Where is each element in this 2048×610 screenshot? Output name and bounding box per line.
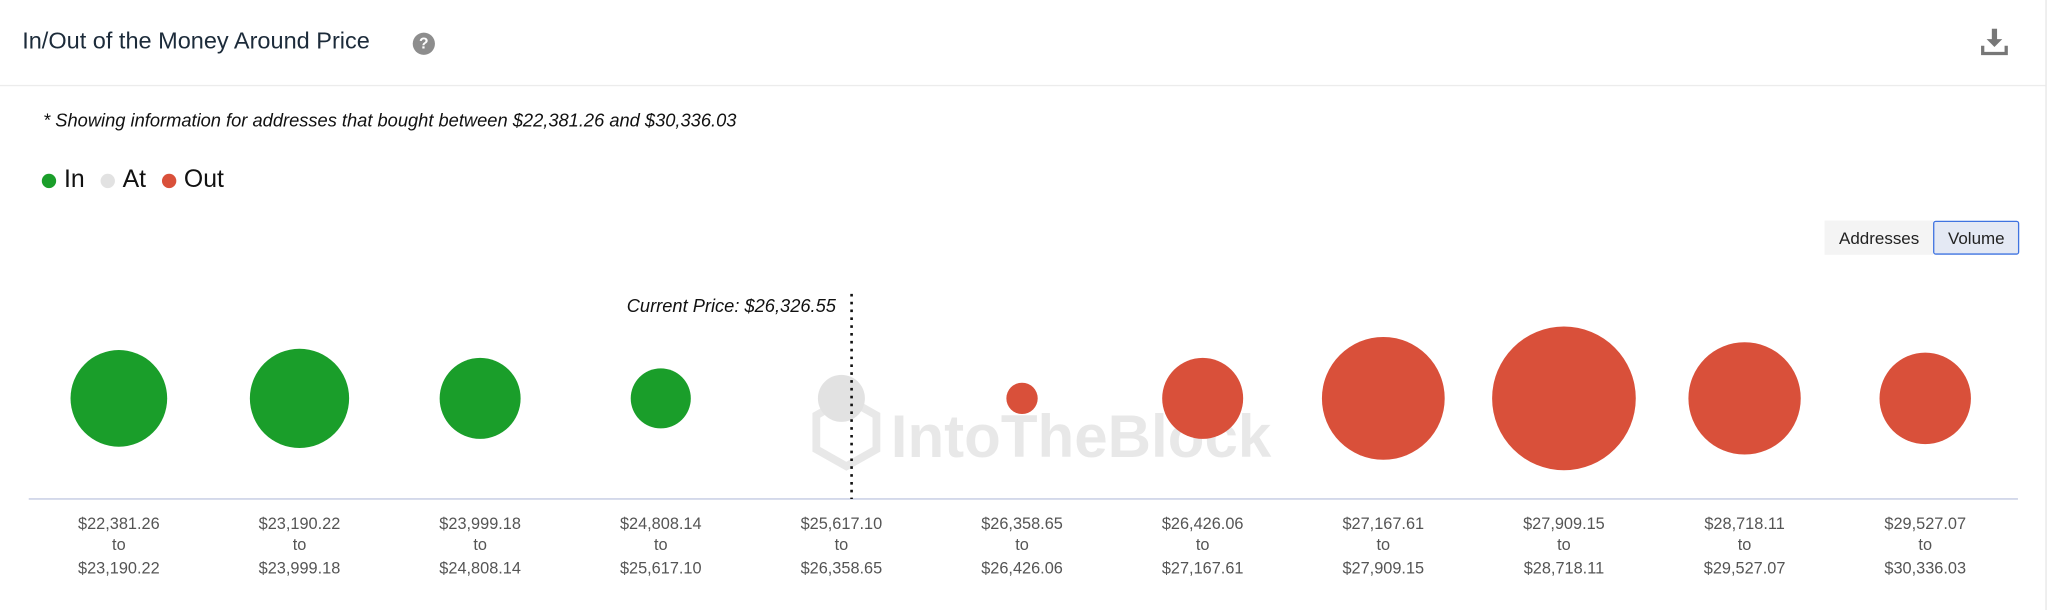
- bubble-out[interactable]: [1162, 357, 1244, 439]
- download-icon[interactable]: [1979, 26, 2010, 57]
- tick-label-to-value: $27,909.15: [1342, 559, 1424, 577]
- tick-label-from: $26,358.65: [981, 515, 1063, 533]
- tick-label-to: to: [1377, 536, 1391, 554]
- legend-dot: [100, 173, 115, 188]
- bubble-at[interactable]: [817, 374, 865, 422]
- legend-label: At: [122, 165, 147, 194]
- tick-label-to: to: [1557, 536, 1571, 554]
- tick-label-to-value: $28,718.11: [1524, 559, 1604, 577]
- question-circle-icon[interactable]: ?: [412, 32, 435, 55]
- tick-label-to-value: $23,190.22: [78, 559, 160, 577]
- legend-item-at[interactable]: At: [100, 166, 146, 195]
- tick-label-to-value: $23,999.18: [259, 559, 341, 577]
- bubble-in[interactable]: [630, 368, 691, 429]
- tick-label-to: to: [1738, 536, 1752, 554]
- tick-label-from: $22,381.26: [78, 515, 160, 533]
- tick-label-from: $29,527.07: [1884, 515, 1966, 533]
- bubble-out[interactable]: [1879, 352, 1971, 445]
- bubble-out[interactable]: [1321, 336, 1445, 460]
- tick-label-from: $24,808.14: [620, 515, 702, 533]
- tick-label-to-value: $29,527.07: [1704, 559, 1786, 577]
- legend-dot: [161, 173, 177, 188]
- tick-label-to: to: [835, 536, 849, 554]
- tick-label-from: $26,426.06: [1162, 515, 1244, 533]
- metric-toggle: Addresses Volume: [1824, 220, 2019, 255]
- bubble-out[interactable]: [1688, 342, 1801, 455]
- tick-label-to: to: [473, 536, 487, 554]
- bubble-in[interactable]: [249, 348, 350, 448]
- legend-label: Out: [183, 165, 224, 194]
- tick-label-to-value: $26,358.65: [801, 559, 883, 577]
- tick-label-from: $28,718.11: [1704, 515, 1784, 533]
- tick-label-to: to: [1015, 536, 1029, 554]
- header-divider: [0, 84, 2046, 87]
- tick-label-from: $27,167.61: [1342, 515, 1424, 533]
- tick-label-to: to: [654, 536, 668, 554]
- tick-label-from: $23,999.18: [439, 515, 521, 533]
- tick-label-to-value: $24,808.14: [439, 559, 521, 577]
- tick-label-to-value: $25,617.10: [620, 559, 702, 577]
- tick-label-from: $25,617.10: [801, 515, 883, 533]
- bubble-in[interactable]: [439, 357, 521, 439]
- legend-item-out[interactable]: Out: [161, 165, 224, 195]
- legend-label: In: [63, 165, 85, 194]
- tick-label-to-value: $30,336.03: [1884, 559, 1966, 577]
- tick-label-to-value: $27,167.61: [1162, 559, 1244, 577]
- tick-label-from: $27,909.15: [1523, 515, 1605, 533]
- addresses-button[interactable]: Addresses: [1824, 220, 1934, 255]
- tick-label-to: to: [1196, 536, 1210, 554]
- legend: In At Out: [41, 165, 240, 195]
- current-price-label: Current Price: $26,326.55: [627, 295, 837, 316]
- bubble-chart: IntoTheBlock Current Price: $26,326.55 $…: [28, 293, 2018, 577]
- legend-item-in[interactable]: In: [41, 165, 85, 195]
- legend-dot: [41, 173, 57, 188]
- tick-label-to-value: $26,426.06: [981, 559, 1063, 577]
- tick-label-from: $23,190.22: [259, 515, 341, 533]
- page-title: In/Out of the Money Around Price: [22, 27, 370, 54]
- bubble-out[interactable]: [1492, 326, 1636, 471]
- bubble-out[interactable]: [1006, 382, 1038, 415]
- volume-button[interactable]: Volume: [1933, 220, 2019, 255]
- tick-label-to: to: [112, 536, 126, 554]
- bubble-in[interactable]: [70, 350, 168, 447]
- range-note: * Showing information for addresses that…: [43, 109, 737, 131]
- tick-label-to: to: [293, 536, 307, 554]
- tick-label-to: to: [1918, 536, 1932, 554]
